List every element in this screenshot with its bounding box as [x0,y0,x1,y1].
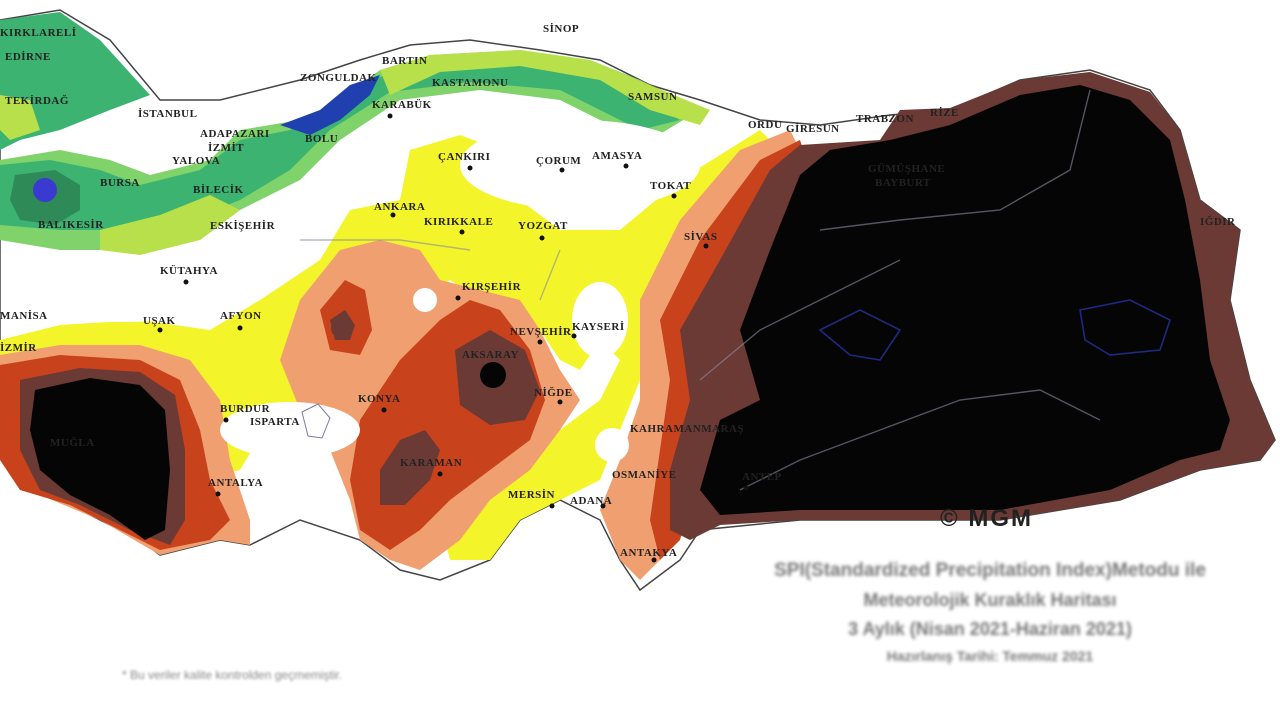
lake-keban [818,309,902,361]
city-kastamonu: KASTAMONU [432,77,508,89]
normal-pocket-kayseri [572,282,628,358]
extreme-dry-spot [480,362,506,388]
normal-pocket-north [460,120,700,210]
extreme-dry-southwest [30,378,170,540]
city-istanbul: İSTANBUL [138,108,197,120]
city-karaman: KARAMAN [400,457,462,469]
city-afyon: AFYON [220,310,262,322]
city-adapazari: ADAPAZARI [200,128,270,140]
city-izmir: İZMİR [0,342,37,354]
city-konya: KONYA [358,393,400,405]
city-giresun: GİRESUN [786,123,840,135]
near-normal-thrace [0,95,40,140]
city-manisa: MANİSA [0,310,48,322]
title-line-2: Meteorolojik Kuraklık Haritası [863,590,1117,610]
title-line-3: 3 Aylık (Nisan 2021-Haziran 2021) [848,619,1132,639]
city-markers [157,113,749,563]
city-eskisehir: ESKİŞEHİR [210,220,276,232]
city-trabzon: TRABZON [856,113,914,125]
city-samsun: SAMSUN [628,91,677,103]
city-rize: RİZE [930,107,959,119]
normal-pocket-west [10,278,230,322]
city-sivas: SİVAS [684,231,718,243]
map-title-block: SPI(Standardized Precipitation Index)Met… [700,560,1280,664]
city-karabuk: KARABÜK [372,98,432,111]
city-kahramanmaras: KAHRAMANMARAŞ [630,423,744,435]
city-osmaniye: OSMANİYE [612,469,677,481]
city-izmit: İZMİT [208,142,244,154]
city-nevsehir: NEVŞEHİR [510,326,572,338]
very-severe-dry-karaman [380,430,440,505]
city-usak: UŞAK [143,315,176,327]
city-balikesir: BALIKESİR [38,219,104,231]
city-kirikkale: KIRIKKALE [424,216,493,228]
city-antep: ANTEP [742,471,782,483]
city-igdir: IĞDIR [1200,215,1236,228]
city-kirklareli: KIRKLARELİ [0,27,77,39]
title-line-4: Hazırlanış Tarihi: Temmuz 2021 [886,648,1094,664]
city-nigde: NİĞDE [534,386,573,399]
city-tokat: TOKAT [650,180,691,192]
moderate-wet-marmara [0,58,680,230]
city-mugla: MUĞLA [50,436,95,449]
city-kirsehir: KIRŞEHİR [462,281,522,293]
city-yalova: YALOVA [172,155,220,167]
city-bartin: BARTIN [382,55,427,67]
city-mersin: MERSİN [508,489,555,501]
normal-pocket-adana [595,428,629,462]
city-ankara: ANKARA [374,201,425,213]
city-kutahya: KÜTAHYA [160,264,218,277]
lake-tuz [301,403,331,439]
city-isparta: ISPARTA [250,416,300,428]
near-normal-band-marmara [100,195,240,255]
city-corum: ÇORUM [536,155,581,167]
city-yozgat: YOZGAT [518,220,568,232]
city-tekirdag: TEKİRDAĞ [5,94,69,107]
wet-zone-thrace [0,12,150,150]
city-gumushane: GÜMÜŞHANE [868,162,945,175]
yellow-edge-north [380,50,710,125]
city-zonguldak: ZONGULDAK [300,72,377,84]
city-antalya: ANTALYA [208,477,263,489]
very-severe-dry-spot [331,317,353,339]
city-edirne: EDİRNE [5,51,51,63]
very-wet-zonguldak [280,75,380,135]
city-amasya: AMASYA [592,150,642,162]
extreme-wet-spot [33,178,57,202]
mgm-credit: © MGM [940,505,1034,532]
city-bayburt: BAYBURT [875,177,931,189]
road-network [300,89,1101,491]
city-bolu: BOLU [305,133,338,145]
city-adana: ADANA [570,495,612,507]
city-sinop: SİNOP [543,23,579,35]
city-ordu: ORDU [748,119,782,131]
city-labels: KIRKLARELİ EDİRNE TEKİRDAĞ SİNOP BARTIN … [0,23,1236,559]
title-line-1: SPI(Standardized Precipitation Index)Met… [774,560,1206,581]
city-burdur: BURDUR [220,403,271,415]
quality-footnote: * Bu veriler kalite kontrolden geçmemişt… [122,668,343,682]
normal-pocket-small [413,288,437,312]
city-antakya: ANTAKYA [620,547,677,559]
city-kayseri: KAYSERİ [572,321,625,333]
lake-van [1079,299,1171,356]
city-aksaray: AKSARAY [462,349,519,361]
city-bursa: BURSA [100,177,140,189]
city-bilecik: BİLECİK [193,184,244,196]
city-cankiri: ÇANKIRI [438,151,490,163]
extreme-dry-east [700,85,1230,515]
